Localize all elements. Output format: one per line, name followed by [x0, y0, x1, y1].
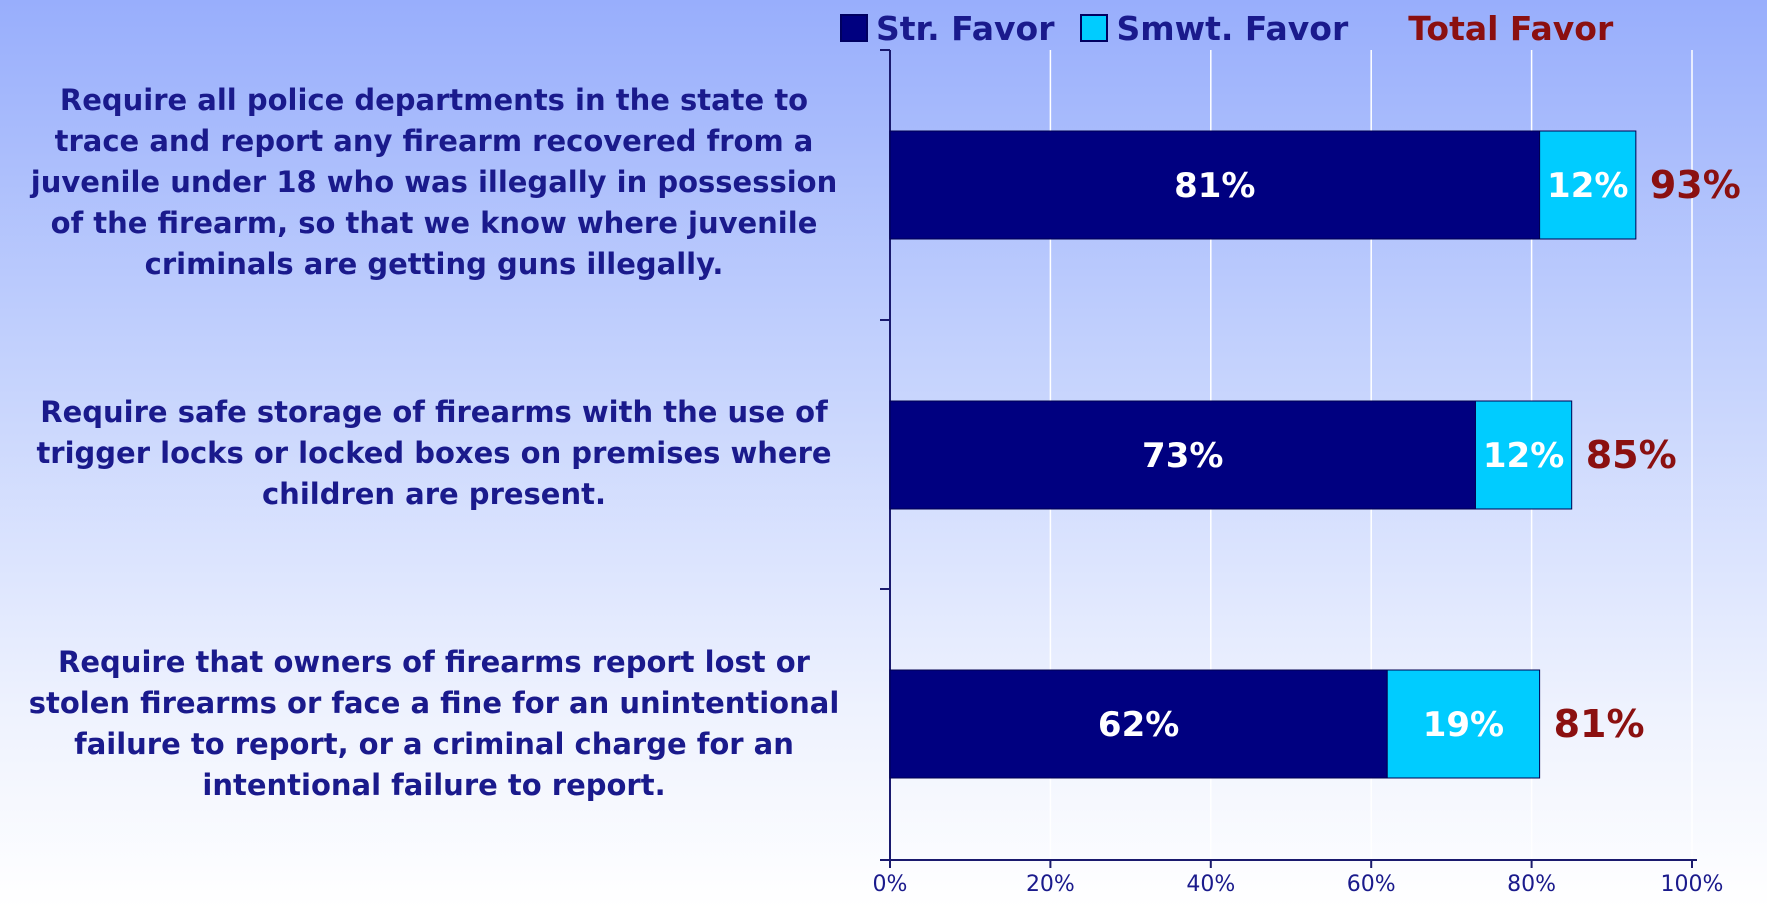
total-label-1: 93%	[1650, 163, 1741, 207]
bar-str-favor-2	[889, 400, 1476, 510]
x-tick-label-80: 80%	[1507, 872, 1556, 897]
data-label-str-favor-2: 73%	[1142, 436, 1223, 476]
data-label-smwt-favor-3: 19%	[1423, 705, 1504, 745]
legend-swatch-str-favor	[840, 14, 868, 42]
x-tick-label-20: 20%	[1026, 872, 1075, 897]
data-label-smwt-favor-1: 12%	[1547, 166, 1628, 206]
legend-item-smwt-favor: Smwt. Favor	[1080, 9, 1348, 48]
legend-label-smwt-favor: Smwt. Favor	[1116, 8, 1349, 48]
total-label-2: 85%	[1586, 433, 1677, 477]
legend-item-total-favor: Total Favor	[1408, 9, 1613, 48]
legend-label-str-favor: Str. Favor	[876, 8, 1055, 48]
data-label-str-favor-1: 81%	[1174, 166, 1255, 206]
category-label-3: Require that owners of firearms report l…	[28, 645, 840, 802]
x-tick-label-60: 60%	[1347, 872, 1396, 897]
legend-swatch-smwt-favor	[1080, 14, 1109, 42]
legend-label-total-favor: Total Favor	[1408, 8, 1614, 48]
legend: Str. Favor Smwt. Favor Total Favor	[840, 6, 1639, 50]
category-label-1: Require all police departments in the st…	[30, 83, 838, 281]
legend-item-str-favor: Str. Favor	[840, 9, 1054, 48]
bar-str-favor-3	[889, 669, 1388, 779]
bar-smwt-favor-2	[1474, 400, 1573, 510]
x-tick-label-100: 100%	[1661, 872, 1724, 897]
bar-smwt-favor-1	[1539, 130, 1637, 240]
data-label-str-favor-3: 62%	[1098, 705, 1179, 745]
data-label-smwt-favor-2: 12%	[1483, 436, 1564, 476]
x-tick-label-40: 40%	[1186, 872, 1235, 897]
bar-smwt-favor-3	[1386, 669, 1541, 779]
bar-str-favor-1	[889, 130, 1541, 240]
x-tick-label-0: 0%	[873, 872, 908, 897]
total-label-3: 81%	[1554, 702, 1645, 746]
category-label-2: Require safe storage of firearms with th…	[36, 395, 832, 511]
